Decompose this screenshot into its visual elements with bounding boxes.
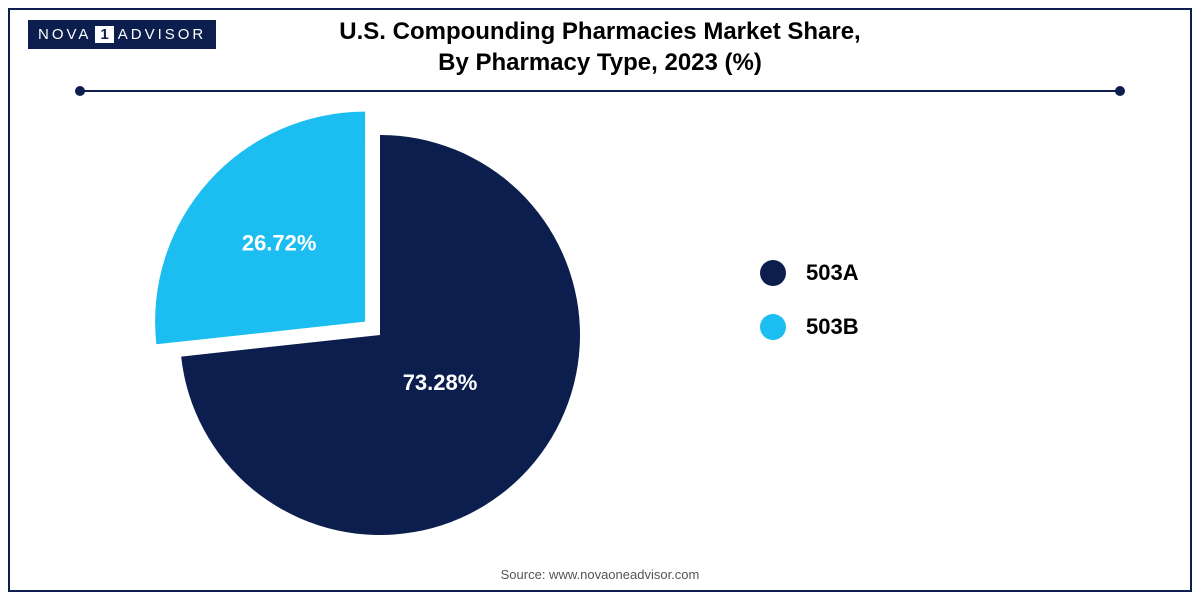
chart-title: U.S. Compounding Pharmacies Market Share… — [0, 16, 1200, 78]
legend-item-503a: 503A — [760, 260, 859, 286]
legend-label-503b: 503B — [806, 314, 859, 340]
legend-swatch-503a — [760, 260, 786, 286]
legend: 503A 503B — [760, 260, 859, 340]
pie-label-503a: 73.28% — [403, 370, 478, 395]
source-text: Source: www.novaoneadvisor.com — [0, 567, 1200, 582]
legend-item-503b: 503B — [760, 314, 859, 340]
pie-chart: 73.28% 26.72% — [120, 105, 620, 545]
title-divider — [80, 90, 1120, 92]
pie-svg: 73.28% 26.72% — [120, 105, 620, 545]
legend-label-503a: 503A — [806, 260, 859, 286]
pie-slice-503b — [155, 112, 365, 345]
legend-swatch-503b — [760, 314, 786, 340]
pie-label-503b: 26.72% — [242, 231, 317, 256]
title-line1: U.S. Compounding Pharmacies Market Share… — [0, 16, 1200, 47]
title-line2: By Pharmacy Type, 2023 (%) — [0, 47, 1200, 78]
